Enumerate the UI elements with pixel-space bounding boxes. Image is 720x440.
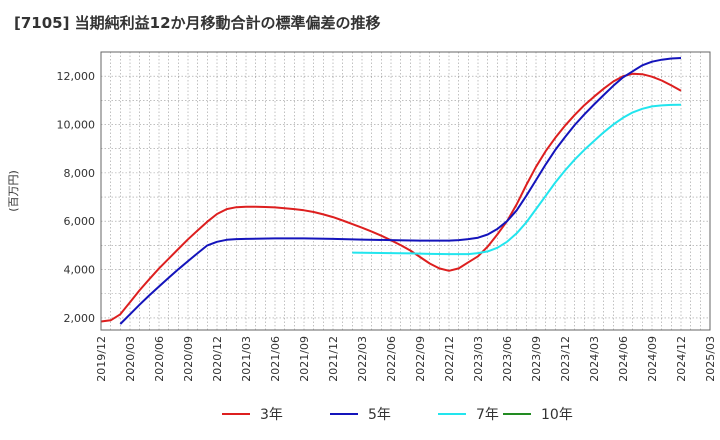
x-axis-ticks: 2019/12 2020/03 2020/06 2020/09 2020/12 2021/… — [95, 336, 717, 382]
y-tick-label: 10,000 — [57, 119, 96, 132]
series-line-7年 — [352, 103, 682, 256]
y-tick-label: 12,000 — [57, 70, 96, 83]
x-tick-label: 2022/09 — [414, 336, 427, 382]
x-tick-label: 2023/03 — [472, 336, 485, 382]
legend-label: 5年 — [368, 407, 391, 423]
legend-swatch — [222, 413, 250, 415]
x-tick-label: 2021/03 — [240, 336, 253, 382]
x-tick-label: 2021/12 — [327, 336, 340, 382]
x-tick-label: 2023/09 — [530, 336, 543, 382]
x-tick-label: 2024/09 — [646, 336, 659, 382]
legend-label: 3年 — [260, 407, 283, 423]
series-lines — [100, 57, 682, 325]
x-tick-label: 2022/12 — [443, 336, 456, 382]
y-tick-label: 2,000 — [64, 312, 96, 325]
legend-swatch — [503, 413, 531, 415]
plot-frame — [100, 51, 711, 331]
x-tick-label: 2020/03 — [124, 336, 137, 382]
legend-item: 5年 — [330, 401, 391, 427]
x-tick-label: 2020/12 — [211, 336, 224, 382]
x-tick-label: 2024/12 — [675, 336, 688, 382]
y-axis-ticks: 2,000 4,000 6,000 8,000 10,000 12,000 — [57, 70, 96, 325]
legend-label: 7年 — [476, 407, 499, 423]
y-axis-label: (百万円) — [7, 170, 20, 212]
x-tick-label: 2023/06 — [501, 336, 514, 382]
legend-item: 7年 — [438, 401, 499, 427]
grid-lines — [101, 52, 710, 330]
legend: 3年 5年 7年 10年 — [0, 401, 720, 427]
chart-title: [7105] 当期純利益12か月移動合計の標準偏差の推移 — [14, 14, 381, 32]
x-tick-label: 2022/06 — [385, 336, 398, 382]
legend-label: 10年 — [541, 407, 573, 423]
x-tick-label: 2022/03 — [356, 336, 369, 382]
series-line-5年 — [119, 57, 682, 325]
legend-item: 10年 — [503, 401, 573, 427]
y-tick-label: 6,000 — [64, 215, 96, 228]
x-tick-label: 2021/09 — [298, 336, 311, 382]
legend-swatch — [330, 413, 358, 415]
x-tick-label: 2019/12 — [95, 336, 108, 382]
legend-item: 3年 — [222, 401, 283, 427]
x-tick-label: 2023/12 — [559, 336, 572, 382]
x-tick-label: 2025/03 — [704, 336, 717, 382]
x-tick-label: 2021/06 — [269, 336, 282, 382]
legend-swatch — [438, 413, 466, 415]
x-tick-label: 2024/03 — [588, 336, 601, 382]
y-tick-label: 4,000 — [64, 264, 96, 277]
x-tick-label: 2020/06 — [153, 336, 166, 382]
x-tick-label: 2024/06 — [617, 336, 630, 382]
y-tick-label: 8,000 — [64, 167, 96, 180]
x-tick-label: 2020/09 — [182, 336, 195, 382]
